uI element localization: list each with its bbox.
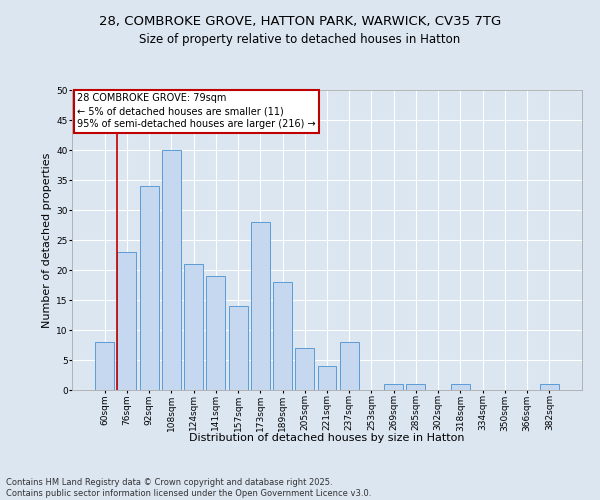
Bar (273, 282, 292, 390)
Bar (317, 366, 337, 390)
Bar (95, 342, 114, 390)
Bar (451, 384, 470, 390)
Bar (384, 384, 403, 390)
Text: Contains HM Land Registry data © Crown copyright and database right 2025.
Contai: Contains HM Land Registry data © Crown c… (6, 478, 371, 498)
Bar (340, 342, 359, 390)
Bar (406, 384, 425, 390)
Bar (184, 264, 203, 390)
Bar (118, 252, 136, 390)
Y-axis label: Number of detached properties: Number of detached properties (42, 152, 52, 328)
Bar (206, 276, 225, 390)
Bar (540, 384, 559, 390)
Bar (295, 348, 314, 390)
Text: 28, COMBROKE GROVE, HATTON PARK, WARWICK, CV35 7TG: 28, COMBROKE GROVE, HATTON PARK, WARWICK… (99, 15, 501, 28)
X-axis label: Distribution of detached houses by size in Hatton: Distribution of detached houses by size … (189, 434, 465, 444)
Bar (140, 186, 158, 390)
Bar (251, 222, 270, 390)
Text: Size of property relative to detached houses in Hatton: Size of property relative to detached ho… (139, 32, 461, 46)
Bar (229, 306, 248, 390)
Bar (162, 150, 181, 390)
Text: 28 COMBROKE GROVE: 79sqm
← 5% of detached houses are smaller (11)
95% of semi-de: 28 COMBROKE GROVE: 79sqm ← 5% of detache… (77, 93, 316, 130)
